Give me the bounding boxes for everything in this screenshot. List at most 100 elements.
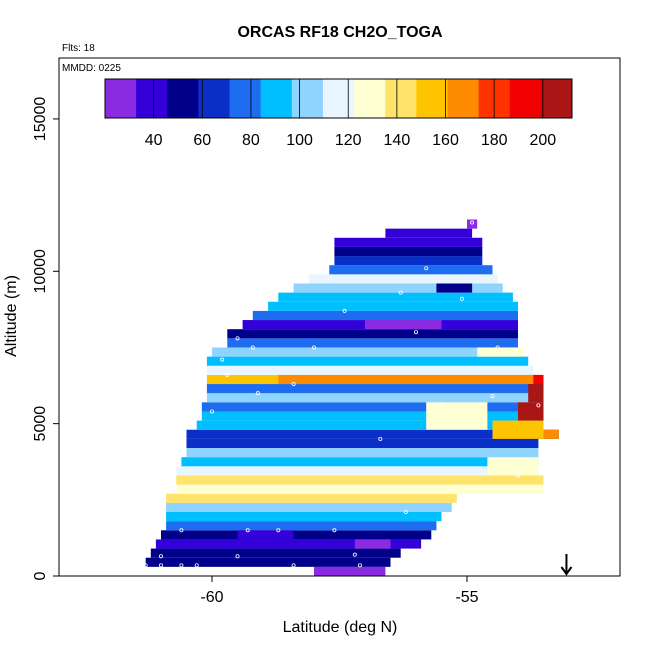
y-tick-label: 15000 xyxy=(32,97,49,142)
heatmap-overlay-cells xyxy=(237,283,559,549)
colorbar-swatch xyxy=(540,79,573,118)
down-arrow-icon xyxy=(560,554,573,576)
colorbar-frame xyxy=(104,78,573,119)
date-annotation: MMDD: 0225 xyxy=(62,63,121,74)
heatmap-cell xyxy=(237,530,294,540)
heatmap-cell xyxy=(293,283,503,293)
heatmap-cell xyxy=(426,402,488,430)
heatmap-cell xyxy=(308,274,498,284)
heatmap-cell xyxy=(186,429,559,439)
heatmap-cell xyxy=(314,566,386,576)
x-tick-label: -60 xyxy=(200,589,223,606)
x-tick-label: -55 xyxy=(455,589,478,606)
data-point xyxy=(158,554,163,559)
colorbar-swatch xyxy=(260,79,293,118)
heatmap-cell xyxy=(176,475,544,485)
heatmap-cell xyxy=(186,438,539,449)
colorbar-swatch xyxy=(416,79,448,118)
colorbar: 40 60 80 100 120 140 160 180 200 xyxy=(104,78,573,149)
colorbar-tick-label: 120 xyxy=(335,132,362,149)
heatmap-cell xyxy=(186,448,539,458)
heatmap-cell xyxy=(166,502,452,513)
heatmap-cell xyxy=(201,411,544,421)
data-point xyxy=(245,528,250,533)
heatmap-cell xyxy=(492,420,544,439)
data-point xyxy=(291,382,296,387)
heatmap-cell xyxy=(365,320,442,330)
heatmap-cell xyxy=(477,347,524,357)
heatmap-cell xyxy=(206,356,529,366)
data-point xyxy=(352,552,357,557)
colorbar-swatch xyxy=(509,79,542,118)
data-point xyxy=(276,528,281,533)
data-point xyxy=(398,290,403,295)
measurement-points xyxy=(143,220,541,568)
data-point xyxy=(413,330,418,335)
data-point xyxy=(332,528,337,533)
colorbar-tick-label: 40 xyxy=(145,132,163,149)
colorbar-tick-label: 100 xyxy=(286,132,313,149)
heatmap-cell xyxy=(528,384,544,403)
x-axis: -60 -55 xyxy=(200,575,479,606)
heatmap-cell xyxy=(206,365,534,375)
y-axis: 0 5000 10000 15000 xyxy=(32,97,59,580)
data-point xyxy=(536,403,541,408)
heatmap-cell xyxy=(227,329,519,339)
heatmap-cell xyxy=(150,548,401,558)
heatmap-cell xyxy=(278,374,534,385)
heatmap-cell xyxy=(334,246,483,257)
heatmap-cell xyxy=(354,539,391,549)
heatmap-cell xyxy=(212,347,524,357)
data-point xyxy=(322,244,327,249)
data-point xyxy=(311,345,316,350)
colorbar-tick-label: 200 xyxy=(529,132,556,149)
colorbar-swatch xyxy=(385,79,417,118)
data-point xyxy=(235,554,240,559)
arrow-head xyxy=(560,566,573,576)
heatmap-cell xyxy=(533,374,544,385)
colorbar-swatch xyxy=(198,79,231,118)
colorbar-tick-label: 140 xyxy=(384,132,411,149)
heatmap-cell xyxy=(201,402,544,412)
heatmap-cells xyxy=(145,219,559,576)
data-point xyxy=(194,563,199,568)
heatmap-cell xyxy=(436,283,473,293)
data-point xyxy=(179,528,184,533)
colorbar-swatch xyxy=(322,79,355,118)
y-tick-label: 5000 xyxy=(32,406,49,442)
heatmap-cell xyxy=(385,228,473,238)
heatmap-cell xyxy=(334,237,483,247)
colorbar-tick-label: 180 xyxy=(481,132,508,149)
data-point xyxy=(179,563,184,568)
heatmap-cell xyxy=(334,256,483,266)
data-point xyxy=(225,372,230,377)
heatmap-cell xyxy=(166,521,437,531)
heatmap-cell xyxy=(145,557,391,567)
heatmap-cell xyxy=(155,539,422,549)
colorbar-tick-label: 160 xyxy=(432,132,459,149)
y-axis-label: Altitude (m) xyxy=(3,275,20,357)
colorbar-tick-label: 60 xyxy=(193,132,211,149)
colorbar-tick-label: 80 xyxy=(242,132,260,149)
heatmap-cell xyxy=(227,338,519,348)
heatmap-cell xyxy=(206,384,544,394)
colorbar-swatch xyxy=(136,79,168,118)
heatmap-cell xyxy=(161,530,432,540)
heatmap-cell xyxy=(487,457,539,476)
colorbar-swatch xyxy=(229,79,262,118)
chart-title: ORCAS RF18 CH2O_TOGA xyxy=(237,24,443,41)
heatmap-cell xyxy=(196,420,544,430)
data-point xyxy=(235,336,240,341)
data-point xyxy=(439,403,444,408)
data-point xyxy=(342,308,347,313)
heatmap-cell xyxy=(166,493,457,503)
heatmap-cell xyxy=(176,484,544,494)
data-point xyxy=(250,345,255,350)
data-point xyxy=(357,563,362,568)
heatmap-cell xyxy=(268,301,518,311)
data-point xyxy=(291,563,296,568)
data-point xyxy=(459,296,464,301)
colorbar-swatch xyxy=(105,79,137,118)
data-point xyxy=(255,391,260,396)
